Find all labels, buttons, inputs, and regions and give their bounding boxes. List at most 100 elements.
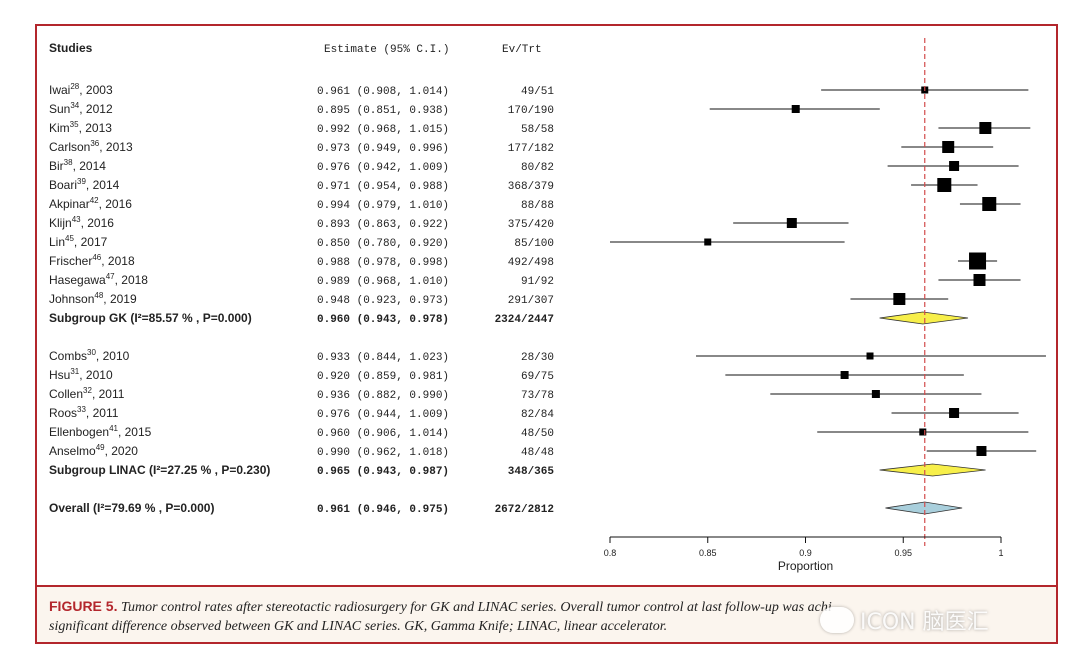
study-events: 48/48 [521, 447, 554, 459]
study-name: Kim35, 2013 [49, 120, 112, 135]
study-name: Iwai28, 2003 [49, 82, 113, 97]
point-estimate [973, 274, 986, 286]
x-tick-label: 0.95 [894, 548, 912, 558]
subgroup-1-summary-estimate: 0.965 (0.943, 0.987) [317, 466, 449, 478]
subgroup-0-summary-estimate: 0.960 (0.943, 0.978) [317, 314, 449, 326]
study-events: 91/92 [521, 276, 554, 288]
study-estimate: 0.933 (0.844, 1.023) [317, 352, 449, 364]
figure-panel: Studies Estimate (95% C.I.) Ev/Trt Iwai28, … [35, 24, 1058, 644]
study-events: 73/78 [521, 390, 554, 402]
point-estimate [979, 122, 992, 134]
point-estimate [937, 178, 952, 192]
x-tick-label: 1 [998, 548, 1003, 558]
study-estimate: 0.895 (0.851, 0.938) [317, 105, 449, 117]
study-name: Ellenbogen41, 2015 [49, 424, 152, 439]
study-estimate: 0.936 (0.882, 0.990) [317, 390, 449, 402]
caption-text-cont: significant difference observed between … [49, 619, 668, 634]
x-tick-label: 0.9 [799, 548, 812, 558]
study-name: Lin45, 2017 [49, 234, 108, 249]
study-name: Johnson48, 2019 [49, 291, 137, 306]
study-name: Collen32, 2011 [49, 386, 125, 401]
study-estimate: 0.976 (0.944, 1.009) [317, 409, 449, 421]
subgroup-0-summary-label: Subgroup GK (I²=85.57 % , P=0.000) [49, 311, 252, 325]
study-events: 375/420 [508, 219, 554, 231]
point-estimate [871, 390, 880, 398]
subgroup-1-summary-label: Subgroup LINAC (I²=27.25 % , P=0.230) [49, 463, 270, 477]
study-estimate: 0.850 (0.780, 0.920) [317, 238, 449, 250]
study-events: 177/182 [508, 143, 554, 155]
study-name: Combs30, 2010 [49, 348, 130, 363]
point-estimate [866, 352, 874, 360]
study-estimate: 0.992 (0.968, 1.015) [317, 124, 449, 136]
study-estimate: 0.976 (0.942, 1.009) [317, 162, 449, 174]
study-name: Sun34, 2012 [49, 101, 113, 116]
subgroup-0-summary-diamond [879, 311, 969, 325]
subgroup-1-summary-diamond [879, 463, 986, 477]
study-estimate: 0.893 (0.863, 0.922) [317, 219, 449, 231]
study-events: 49/51 [521, 86, 554, 98]
study-events: 80/82 [521, 162, 554, 174]
study-events: 88/88 [521, 200, 554, 212]
study-estimate: 0.973 (0.949, 0.996) [317, 143, 449, 155]
study-events: 58/58 [521, 124, 554, 136]
study-estimate: 0.990 (0.962, 1.018) [317, 447, 449, 459]
point-estimate [976, 446, 987, 456]
header-events: Ev/Trt [502, 44, 542, 56]
study-estimate: 0.948 (0.923, 0.973) [317, 295, 449, 307]
caption-label: FIGURE 5. [49, 598, 118, 614]
study-name: Roos33, 2011 [49, 405, 119, 420]
study-estimate: 0.988 (0.978, 0.998) [317, 257, 449, 269]
point-estimate [969, 252, 987, 270]
study-estimate: 0.994 (0.979, 1.010) [317, 200, 449, 212]
study-name: Hasegawa47, 2018 [49, 272, 148, 287]
study-name: Akpinar42, 2016 [49, 196, 132, 211]
study-events: 28/30 [521, 352, 554, 364]
study-name: Bir38, 2014 [49, 158, 106, 173]
x-axis-label: Proportion [778, 559, 833, 573]
point-estimate [786, 218, 797, 228]
overall-summary-label: Overall (I²=79.69 % , P=0.000) [49, 501, 214, 515]
study-name: Frischer46, 2018 [49, 253, 135, 268]
point-estimate [949, 161, 960, 171]
study-events: 170/190 [508, 105, 554, 117]
point-estimate [942, 141, 955, 153]
point-estimate [704, 238, 712, 246]
study-estimate: 0.971 (0.954, 0.988) [317, 181, 449, 193]
x-tick-label: 0.85 [699, 548, 717, 558]
header-estimate: Estimate (95% C.I.) [324, 44, 449, 56]
study-estimate: 0.920 (0.859, 0.981) [317, 371, 449, 383]
header-studies: Studies [49, 41, 93, 55]
point-estimate [791, 105, 800, 113]
study-name: Hsu31, 2010 [49, 367, 113, 382]
caption-text: Tumor control rates after stereotactic r… [120, 600, 832, 615]
subgroup-1-summary-events: 348/365 [508, 466, 555, 478]
study-events: 82/84 [521, 409, 554, 421]
overall-summary-events: 2672/2812 [495, 504, 554, 516]
watermark: ICON 脑医汇 [820, 600, 1050, 640]
point-estimate [840, 371, 849, 379]
study-events: 368/379 [508, 181, 554, 193]
point-estimate [949, 408, 960, 418]
study-name: Anselmo49, 2020 [49, 443, 138, 458]
x-tick-label: 0.8 [604, 548, 617, 558]
wechat-icon [820, 607, 854, 633]
figure-caption: FIGURE 5. Tumor control rates after ster… [37, 585, 1056, 642]
point-estimate [919, 428, 927, 436]
study-events: 69/75 [521, 371, 554, 383]
study-events: 48/50 [521, 428, 554, 440]
study-events: 492/498 [508, 257, 554, 269]
point-estimate [893, 293, 906, 305]
watermark-text: ICON 脑医汇 [860, 610, 989, 635]
study-name: Carlson36, 2013 [49, 139, 133, 154]
study-estimate: 0.989 (0.968, 1.010) [317, 276, 449, 288]
overall-summary-estimate: 0.961 (0.946, 0.975) [317, 504, 449, 516]
study-estimate: 0.961 (0.908, 1.014) [317, 86, 449, 98]
study-name: Klijn43, 2016 [49, 215, 114, 230]
study-estimate: 0.960 (0.906, 1.014) [317, 428, 449, 440]
point-estimate [982, 197, 997, 211]
study-events: 291/307 [508, 295, 554, 307]
study-name: Boari39, 2014 [49, 177, 120, 192]
study-events: 85/100 [514, 238, 554, 250]
subgroup-0-summary-events: 2324/2447 [495, 314, 554, 326]
overall-summary-diamond [885, 501, 963, 515]
